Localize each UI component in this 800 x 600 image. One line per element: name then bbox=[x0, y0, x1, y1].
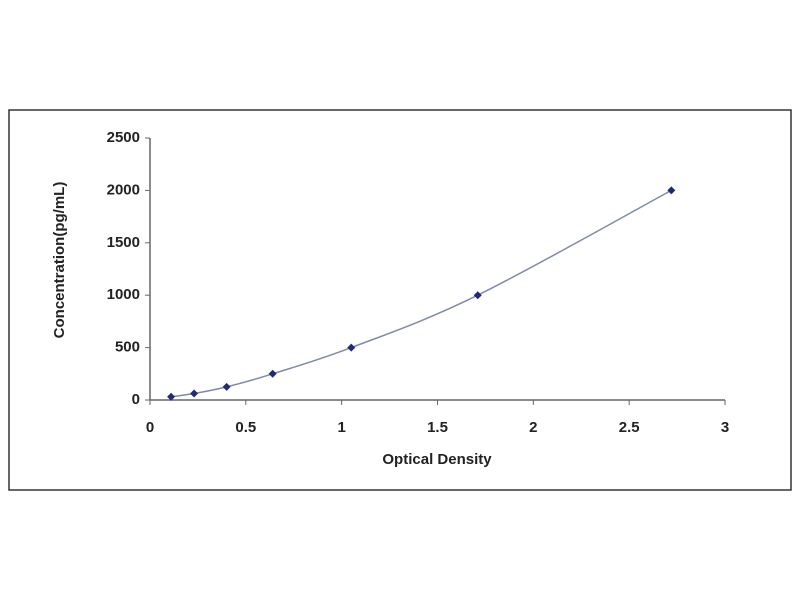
data-point bbox=[268, 369, 277, 378]
data-point bbox=[190, 389, 199, 398]
y-tick-label: 0 bbox=[132, 391, 140, 408]
x-tick-label: 2 bbox=[529, 419, 537, 436]
x-tick-label: 0 bbox=[146, 419, 154, 436]
data-point bbox=[473, 291, 482, 300]
data-point bbox=[222, 382, 231, 391]
chart-frame bbox=[8, 109, 792, 491]
y-axis-label: Concentration(pg/mL) bbox=[51, 182, 68, 339]
x-tick-label: 2.5 bbox=[619, 419, 640, 436]
y-tick-label: 1500 bbox=[107, 234, 140, 251]
fit-curve bbox=[170, 189, 672, 398]
data-point bbox=[347, 343, 356, 352]
x-axis-label: Optical Density bbox=[382, 451, 492, 468]
x-tick-label: 1 bbox=[337, 419, 345, 436]
x-tick-label: 0.5 bbox=[235, 419, 256, 436]
data-point bbox=[167, 392, 176, 401]
x-tick-label: 3 bbox=[721, 419, 729, 436]
y-tick-label: 2500 bbox=[107, 129, 140, 146]
y-tick-label: 500 bbox=[115, 339, 140, 356]
y-tick-label: 1000 bbox=[107, 286, 140, 303]
x-tick-label: 1.5 bbox=[427, 419, 448, 436]
data-point bbox=[667, 186, 676, 195]
y-tick-label: 2000 bbox=[107, 181, 140, 198]
